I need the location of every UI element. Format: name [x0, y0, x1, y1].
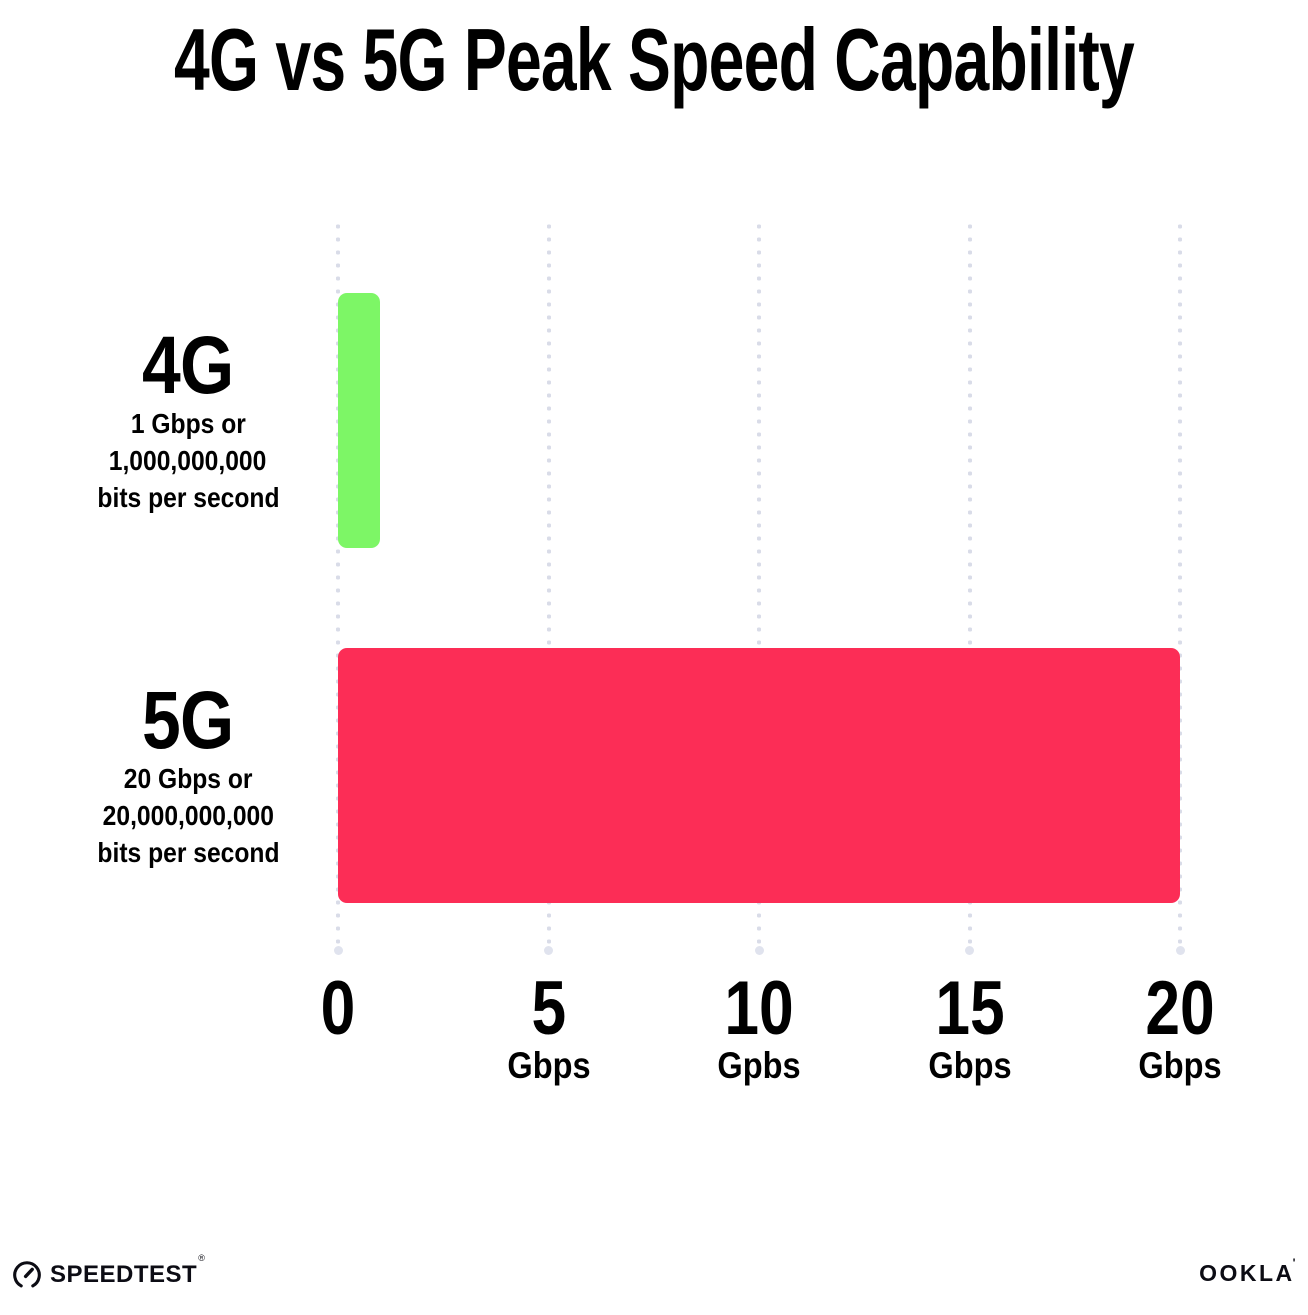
ookla-wordmark: OOKLA: [1199, 1260, 1295, 1286]
category-sub-5g-line2: 20,000,000,000: [102, 800, 274, 831]
speedtest-logo: SPEEDTEST®: [12, 1253, 206, 1291]
bar-5g: [338, 648, 1180, 903]
category-label-5g: 5G 20 Gbps or 20,000,000,000 bits per se…: [38, 675, 338, 871]
x-tick-10: 10 Gpbs: [712, 966, 807, 1086]
category-sub-5g-line3: bits per second: [96, 837, 280, 868]
category-sub-4g-line1: 1 Gbps or: [130, 408, 246, 439]
category-sub-4g-line3: bits per second: [96, 482, 280, 513]
x-tick-20-unit: Gbps: [1138, 1045, 1222, 1086]
x-tick-10-unit: Gpbs: [717, 1045, 801, 1086]
x-tick-20-number: 20: [1145, 966, 1215, 1051]
category-label-4g: 4G 1 Gbps or 1,000,000,000 bits per seco…: [38, 320, 338, 516]
category-name-4g: 4G: [142, 320, 234, 411]
x-tick-5-number: 5: [531, 966, 566, 1051]
x-tick-5: 5 Gbps: [501, 966, 596, 1086]
category-sub-4g-line2: 1,000,000,000: [109, 445, 267, 476]
x-tick-15-number: 15: [934, 966, 1005, 1051]
speedtest-wordmark: SPEEDTEST®: [50, 1253, 206, 1288]
gridline-15: [965, 222, 974, 955]
speedtest-gauge-icon: [12, 1260, 42, 1290]
x-tick-0: 0: [317, 966, 359, 1086]
gridline-10: [754, 222, 764, 955]
category-name-5g: 5G: [142, 675, 234, 766]
gridline-5: [544, 222, 553, 955]
gridline-0: [333, 222, 343, 955]
x-tick-15-unit: Gbps: [927, 1045, 1012, 1086]
category-sub-5g-line1: 20 Gbps or: [123, 763, 253, 794]
x-tick-20: 20 Gbps: [1133, 966, 1228, 1086]
gridline-20: [1175, 222, 1185, 955]
ookla-logo: OOKLA': [1199, 1256, 1300, 1287]
ookla-trademark-icon: ': [1292, 1256, 1298, 1270]
bar-4g: [338, 293, 381, 548]
x-tick-5-unit: Gbps: [506, 1045, 591, 1086]
registered-trademark-icon: ®: [198, 1253, 206, 1263]
x-tick-0-number: 0: [320, 966, 356, 1051]
x-tick-10-number: 10: [724, 966, 794, 1051]
chart-title: 4G vs 5G Peak Speed Capability: [174, 10, 1135, 109]
x-tick-0-unit: [317, 1046, 359, 1086]
x-tick-15: 15 Gbps: [922, 966, 1017, 1086]
